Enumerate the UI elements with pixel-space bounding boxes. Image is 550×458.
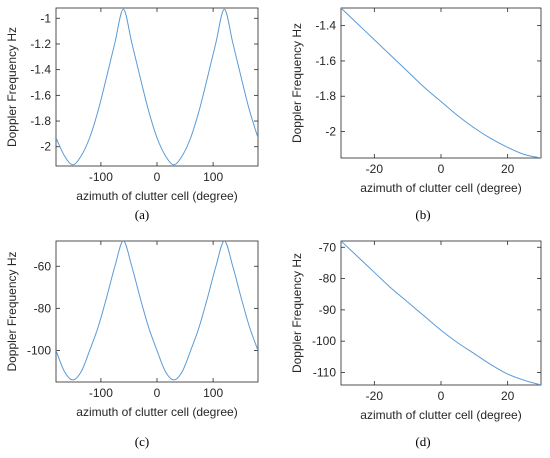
panel-caption: (c) xyxy=(135,434,149,449)
panel-caption: (d) xyxy=(415,434,430,449)
x-tick-label: 0 xyxy=(154,386,161,400)
x-axis-label: azimuth of clutter cell (degree) xyxy=(76,405,237,419)
y-tick-label: -1.6 xyxy=(30,88,51,102)
y-tick-label: -2 xyxy=(325,125,336,139)
y-axis-label: Doppler Frequency Hz xyxy=(290,253,304,373)
chart-panel-2: -20 0 20 -2 -1.8 -1.6 -1.4 azimuth of clutter c… xyxy=(290,7,542,222)
y-axis-label: Doppler Frequency Hz xyxy=(290,23,304,143)
doppler-series-line xyxy=(56,8,258,166)
chart-panel-3: -100 0 100 -100 -80 -60 azimuth of clutter cel… xyxy=(5,240,259,449)
y-tick-label: -1.4 xyxy=(30,63,51,77)
y-tick-label: -1.4 xyxy=(315,19,336,33)
x-tick-label: -20 xyxy=(366,162,384,176)
y-tick-label: -1.6 xyxy=(315,54,336,68)
plot-area xyxy=(55,7,259,167)
chart-panel-1: -100 0 100 -2 -1.8 -1.6 -1.4 -1.2 -1 azimuth of c… xyxy=(5,7,259,222)
y-tick-label: -80 xyxy=(319,272,337,286)
panel-caption: (b) xyxy=(415,207,430,222)
plot-area xyxy=(340,240,542,386)
x-tick-label: 0 xyxy=(438,389,445,403)
x-tick-label: 20 xyxy=(501,389,515,403)
x-tick-label: 100 xyxy=(203,170,223,184)
x-tick-label: 20 xyxy=(501,162,515,176)
doppler-series-line xyxy=(56,241,258,381)
x-axis-label: azimuth of clutter cell (degree) xyxy=(76,189,237,203)
y-tick-label: -60 xyxy=(34,259,52,273)
doppler-series-line xyxy=(341,241,541,385)
x-tick-label: 0 xyxy=(154,170,161,184)
plot-area xyxy=(340,7,542,159)
y-tick-label: -100 xyxy=(27,343,51,357)
panel-caption: (a) xyxy=(135,207,149,222)
x-tick-label: -100 xyxy=(89,386,113,400)
y-tick-label: -1.8 xyxy=(30,114,51,128)
y-tick-label: -80 xyxy=(34,301,52,315)
y-tick-label: -1.2 xyxy=(30,37,51,51)
x-tick-label: 0 xyxy=(438,162,445,176)
y-tick-label: -1.8 xyxy=(315,89,336,103)
y-tick-label: -1 xyxy=(40,11,51,25)
y-tick-label: -110 xyxy=(313,365,336,379)
chart-panel-4: -20 0 20 -110 -100 -90 -80 -70 azimuth of clutte… xyxy=(290,240,542,449)
x-axis-label: azimuth of clutter cell (degree) xyxy=(360,408,521,422)
x-tick-label: -20 xyxy=(366,389,384,403)
y-tick-label: -100 xyxy=(312,334,336,348)
y-axis-label: Doppler Frequency Hz xyxy=(5,27,19,147)
y-axis-label: Doppler Frequency Hz xyxy=(5,251,19,371)
doppler-series-line xyxy=(341,8,541,158)
y-tick-label: -90 xyxy=(319,303,337,317)
y-tick-label: -70 xyxy=(319,240,337,254)
x-tick-label: -100 xyxy=(89,170,113,184)
x-tick-label: 100 xyxy=(203,386,223,400)
x-axis-label: azimuth of clutter cell (degree) xyxy=(360,181,521,195)
y-tick-label: -2 xyxy=(40,140,51,154)
